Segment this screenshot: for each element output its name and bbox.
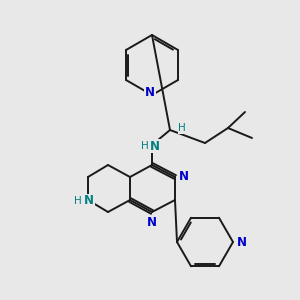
Text: H: H [74,196,82,206]
Text: N: N [145,86,155,100]
Text: H: H [141,141,149,151]
Text: H: H [178,123,186,133]
Text: N: N [150,140,160,152]
Text: N: N [147,215,157,229]
Text: N: N [179,170,189,184]
Text: N: N [84,194,94,208]
Text: N: N [237,236,247,248]
